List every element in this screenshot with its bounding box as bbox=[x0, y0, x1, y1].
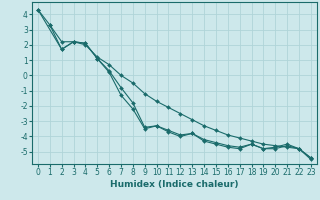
X-axis label: Humidex (Indice chaleur): Humidex (Indice chaleur) bbox=[110, 180, 239, 189]
